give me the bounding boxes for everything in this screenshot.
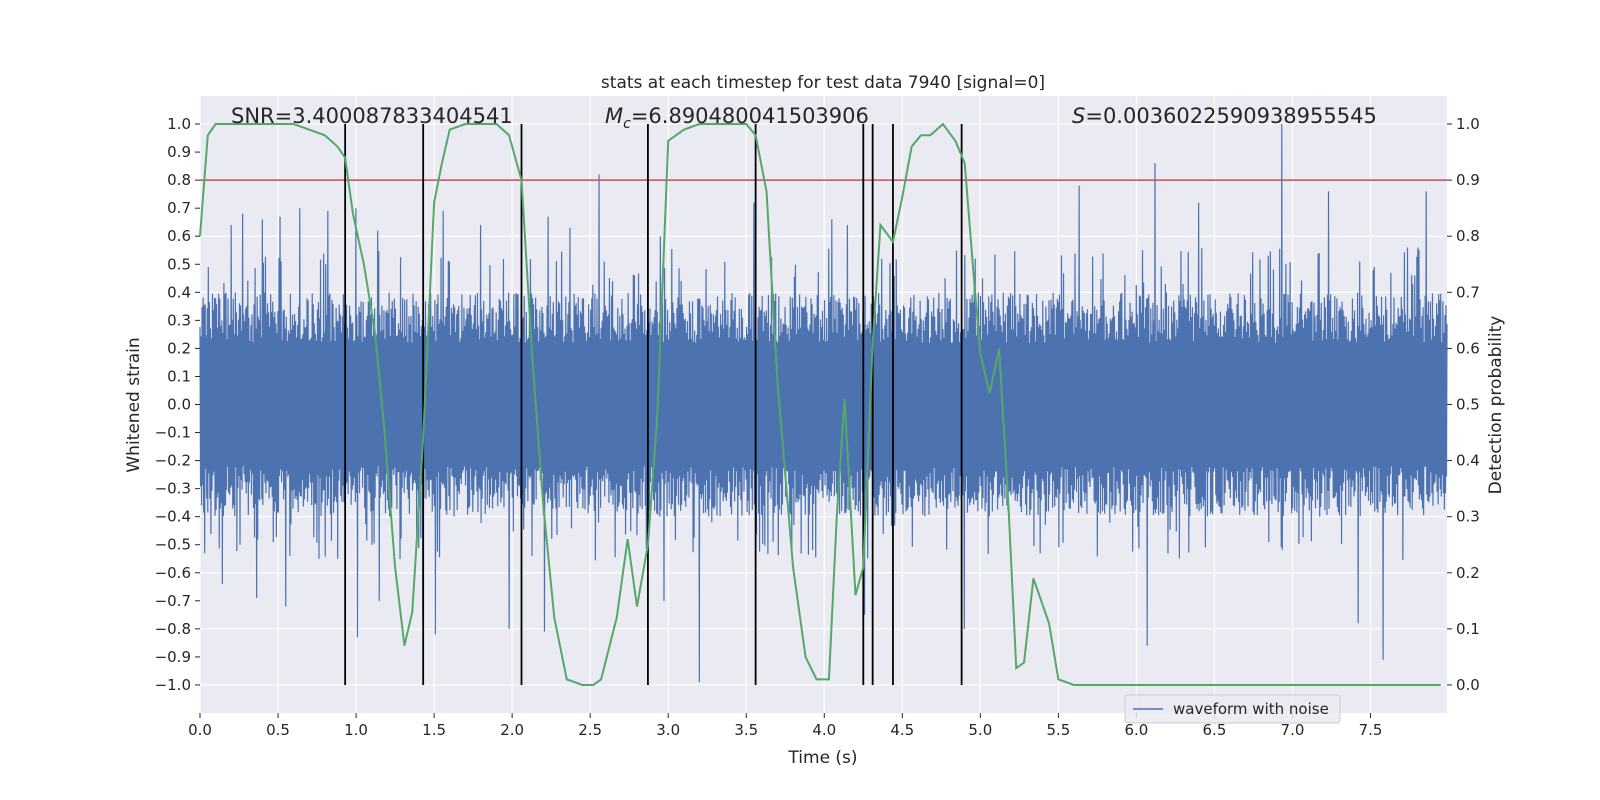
chirp-mass-annotation: Mc=6.890480041503906 [605,104,869,132]
y2-tick-label: 0.6 [1456,339,1480,357]
waveform-series [199,124,1448,683]
y2-tick-label: 0.3 [1456,508,1480,526]
waveform-line [199,124,1448,683]
x-tick-label: 5.5 [1046,721,1070,739]
chirp-mass-symbol: M [605,104,623,128]
y-tick-label: −0.7 [155,592,191,610]
y-tick-label: 0.6 [167,227,191,245]
x-tick-label: 6.5 [1203,721,1227,739]
y-tick-label: −0.4 [155,508,191,526]
legend-label: waveform with noise [1173,700,1329,718]
y2-tick-label: 0.0 [1456,676,1480,694]
y-tick-label: 0.1 [167,367,191,385]
y-tick-label: −0.5 [155,536,191,554]
probability-line [199,122,1441,686]
y-tick-label: 0.2 [167,339,191,357]
y-tick-label: 0.4 [167,283,191,301]
x-tick-label: 6.0 [1124,721,1148,739]
chirp-mass-subscript: c [623,116,631,132]
x-tick-label: 7.0 [1281,721,1305,739]
y-tick-label: 0.7 [167,199,191,217]
x-tick-label: 7.5 [1359,721,1383,739]
chart-title: stats at each timestep for test data 794… [601,73,1045,93]
y-tick-label: 0.9 [167,143,191,161]
legend: waveform with noise [1124,694,1341,724]
y-tick-label: −1.0 [155,676,191,694]
y2-tick-label: 0.1 [1456,620,1480,638]
event-lines [344,124,963,685]
x-tick-label: 1.0 [344,721,368,739]
y-tick-label: −0.6 [155,564,191,582]
x-tick-label: 1.5 [422,721,446,739]
x-axis: 0.0 0.5 1.0 1.5 2.0 2.5 3.0 3.5 4.0 4.5 5.0 5.5 6.0 6… [188,713,1382,739]
x-axis-label: Time (s) [787,748,857,768]
x-tick-label: 4.5 [890,721,914,739]
y2-tick-label: 0.4 [1456,452,1480,470]
y-axis-right: 1.0 0.9 0.8 0.7 0.6 0.5 0.4 0.3 0.2 0.1 0.0 [1447,115,1480,694]
y-tick-label: −0.9 [155,648,191,666]
y2-tick-label: 0.2 [1456,564,1480,582]
y-tick-label: 1.0 [167,115,191,133]
y2-tick-label: 0.5 [1456,396,1480,414]
chirp-mass-value: =6.890480041503906 [631,104,869,128]
y-tick-label: −0.1 [155,424,191,442]
y-tick-label: 0.3 [167,311,191,329]
y-tick-label: −0.3 [155,480,191,498]
y-tick-label: 0.8 [167,171,191,189]
y2-tick-label: 0.9 [1456,171,1480,189]
y2-tick-label: 0.7 [1456,283,1480,301]
x-tick-label: 3.5 [734,721,758,739]
y2-tick-label: 0.8 [1456,227,1480,245]
s-symbol: S [1072,104,1085,128]
legend-box [1124,694,1341,724]
x-tick-label: 5.0 [968,721,992,739]
y-tick-label: −0.2 [155,452,191,470]
y-tick-label: 0.0 [167,396,191,414]
x-tick-label: 4.0 [812,721,836,739]
y2-axis-label: Detection probability [1486,316,1506,495]
x-tick-label: 3.0 [656,721,680,739]
s-value: =0.0036022590938955545 [1085,104,1377,128]
y-tick-label: −0.8 [155,620,191,638]
x-tick-label: 2.5 [578,721,602,739]
x-tick-label: 2.0 [500,721,524,739]
y2-tick-label: 1.0 [1456,115,1480,133]
y-axis-label: Whitened strain [124,337,144,472]
y-axis-left: 1.0 0.9 0.8 0.7 0.6 0.5 0.4 0.3 0.2 0.1 0.0 −0.1 −0.… [155,115,200,694]
x-tick-label: 0.5 [266,721,290,739]
x-tick-label: 0.0 [188,721,212,739]
s-annotation: S=0.0036022590938955545 [1072,104,1377,128]
snr-annotation: SNR=3.400087833404541 [231,104,513,128]
y-tick-label: 0.5 [167,255,191,273]
